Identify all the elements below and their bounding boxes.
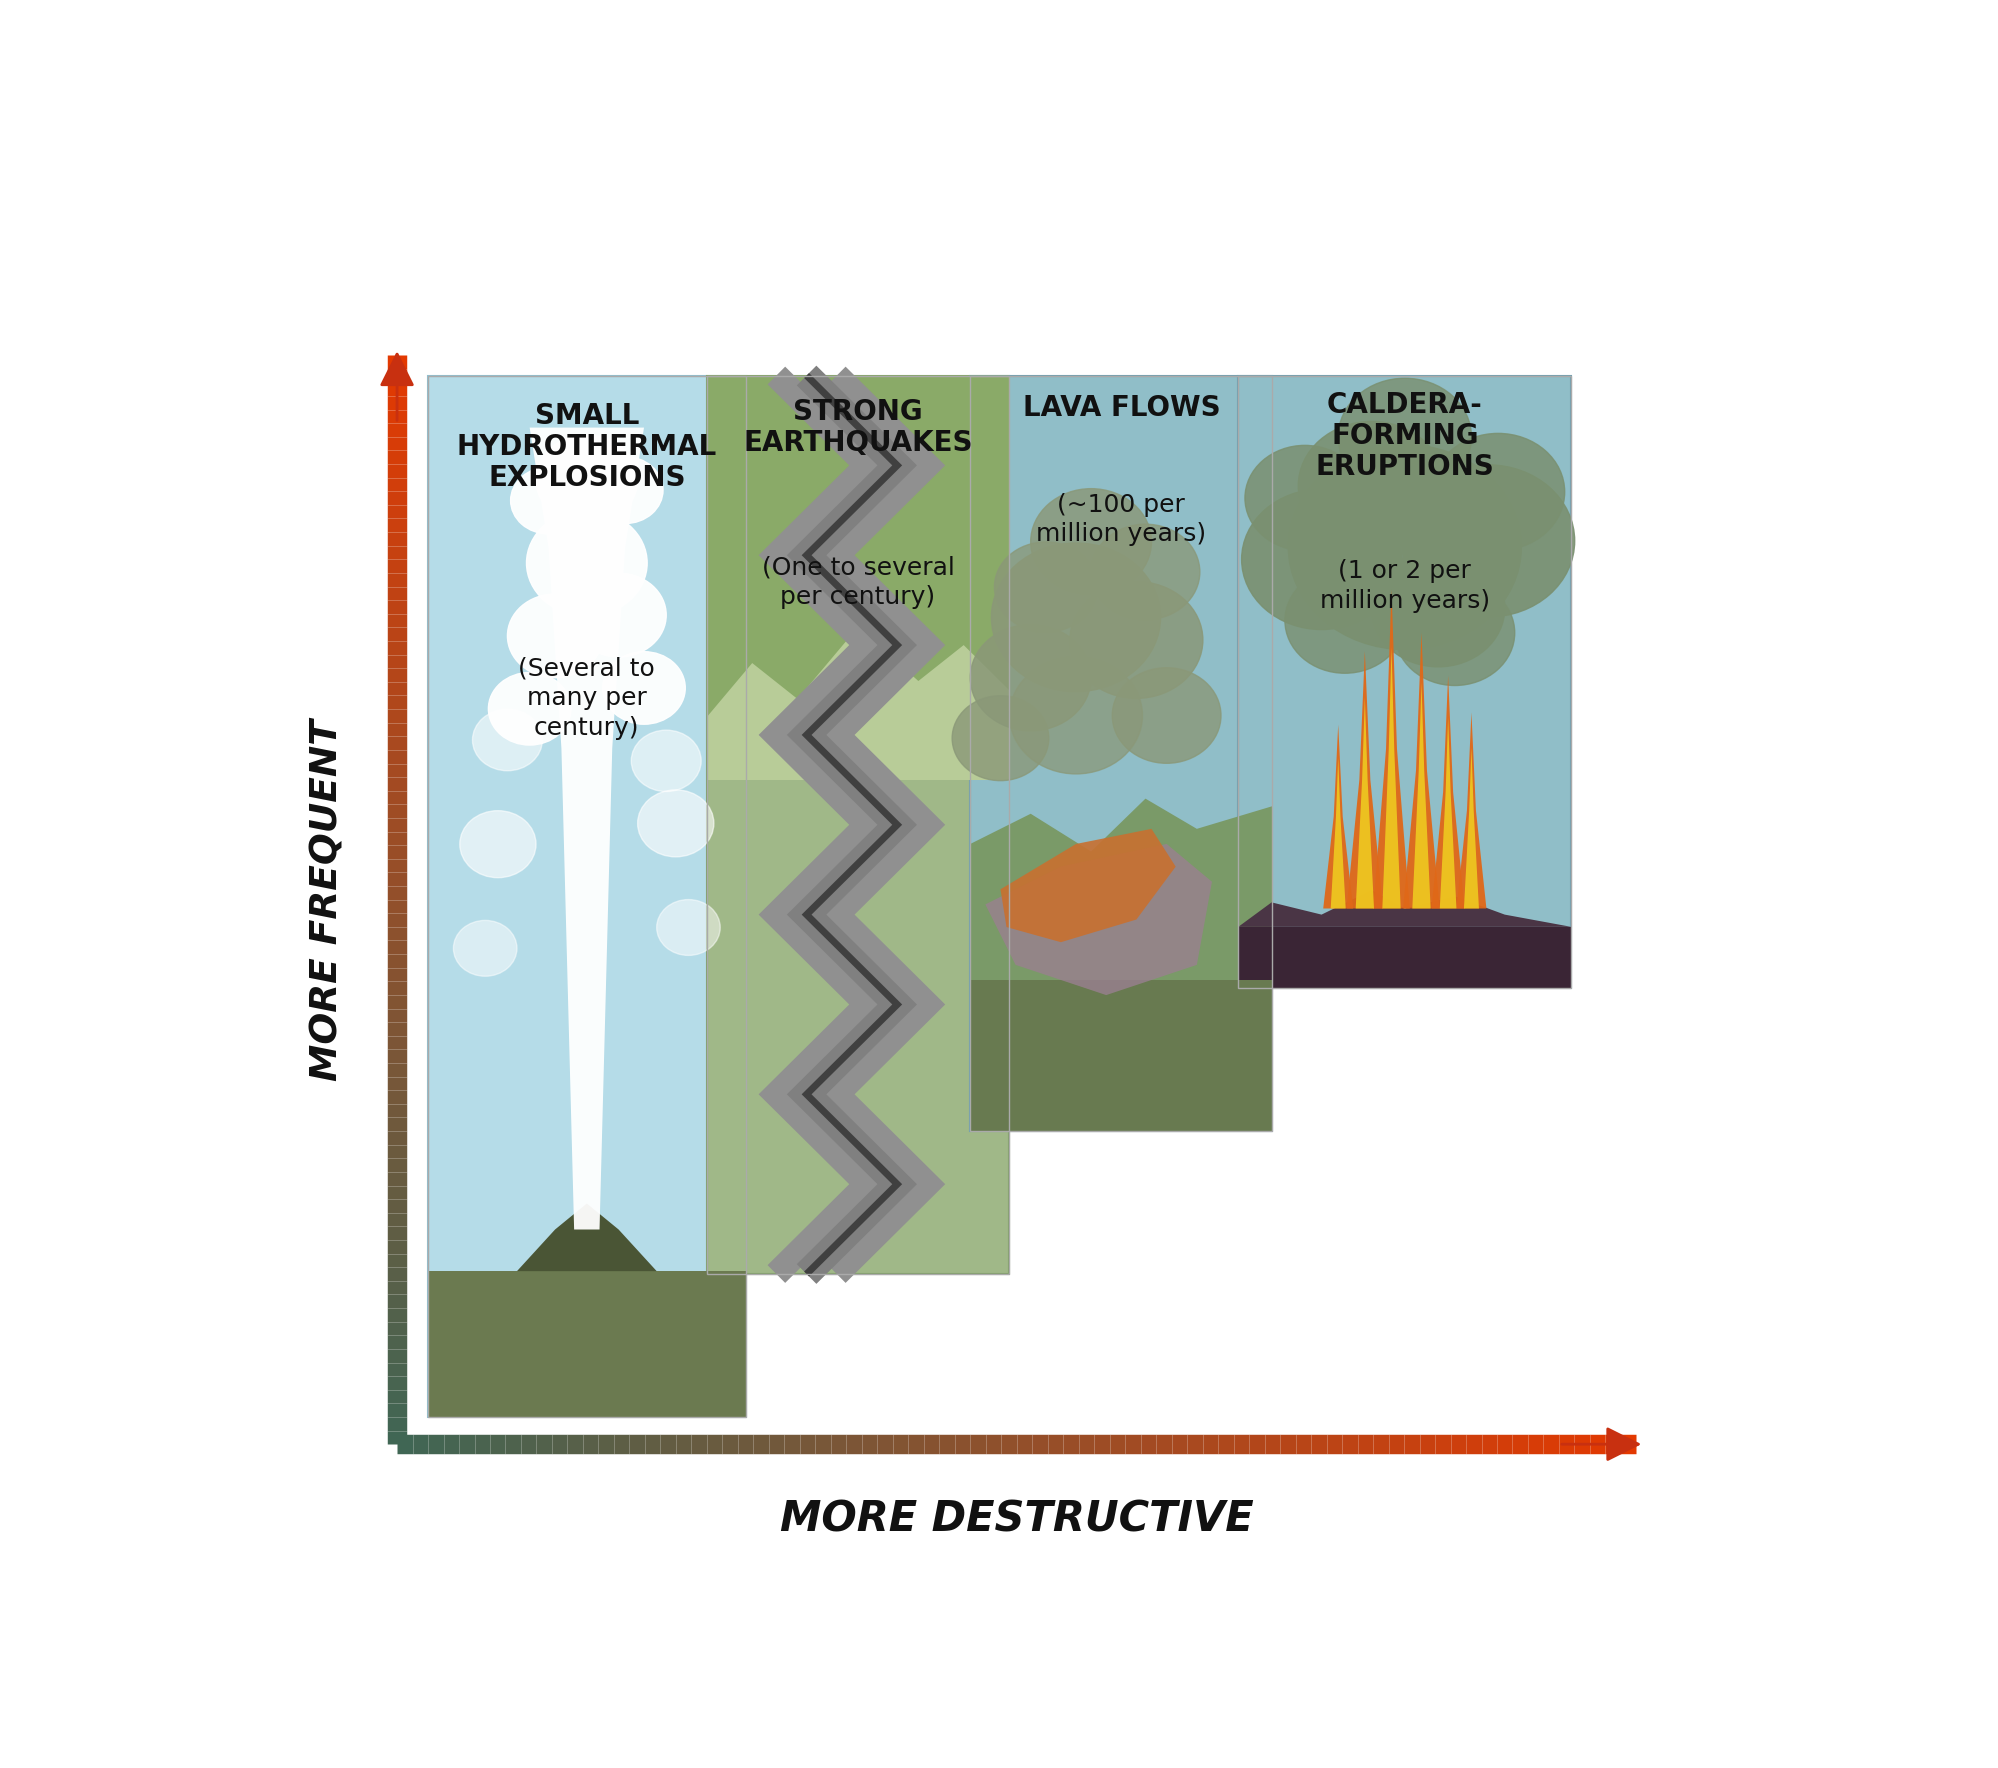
Circle shape	[969, 624, 1091, 730]
Bar	[707, 375, 1009, 1275]
Circle shape	[535, 435, 637, 525]
Bar	[969, 375, 1273, 1132]
Bar	[969, 375, 1273, 1132]
Text: STRONG
EARTHQUAKES: STRONG EARTHQUAKES	[743, 398, 973, 458]
Circle shape	[1009, 658, 1143, 774]
Text: (1 or 2 per
million years): (1 or 2 per million years)	[1319, 559, 1489, 613]
Bar	[428, 375, 745, 1416]
Circle shape	[509, 467, 587, 534]
Circle shape	[993, 543, 1097, 633]
Bar	[1237, 926, 1570, 988]
Circle shape	[1401, 465, 1574, 617]
Circle shape	[991, 543, 1161, 691]
Polygon shape	[999, 829, 1175, 942]
Circle shape	[951, 697, 1049, 781]
Text: MORE DESTRUCTIVE: MORE DESTRUCTIVE	[779, 1497, 1253, 1540]
Circle shape	[1287, 444, 1520, 649]
Polygon shape	[1383, 647, 1401, 909]
Circle shape	[1241, 490, 1401, 629]
Circle shape	[657, 900, 719, 955]
Circle shape	[460, 812, 535, 877]
Bar	[428, 1271, 745, 1416]
Polygon shape	[1355, 698, 1373, 909]
Circle shape	[603, 652, 685, 725]
Text: MORE FREQUENT: MORE FREQUENT	[310, 720, 346, 1080]
Circle shape	[1091, 523, 1199, 621]
Polygon shape	[1323, 725, 1353, 909]
Bar	[1237, 375, 1570, 988]
Polygon shape	[1403, 633, 1439, 909]
Circle shape	[507, 594, 603, 677]
Circle shape	[1245, 446, 1365, 550]
Bar	[1237, 375, 1570, 988]
Circle shape	[1337, 378, 1471, 495]
Text: SMALL
HYDROTHERMAL
EXPLOSIONS: SMALL HYDROTHERMAL EXPLOSIONS	[456, 401, 717, 492]
Polygon shape	[1237, 889, 1570, 926]
Polygon shape	[1431, 675, 1465, 909]
Polygon shape	[969, 799, 1273, 1132]
Text: CALDERA-
FORMING
ERUPTIONS: CALDERA- FORMING ERUPTIONS	[1315, 391, 1493, 481]
Bar	[428, 375, 745, 1416]
Circle shape	[631, 730, 701, 792]
Circle shape	[454, 921, 517, 976]
Circle shape	[488, 672, 571, 744]
Circle shape	[1031, 488, 1151, 594]
Polygon shape	[1331, 758, 1345, 909]
Polygon shape	[1463, 748, 1479, 909]
Bar	[969, 979, 1273, 1132]
Polygon shape	[1457, 713, 1487, 909]
Circle shape	[1371, 550, 1504, 667]
Circle shape	[1395, 580, 1514, 686]
Circle shape	[1297, 421, 1445, 550]
Bar	[707, 375, 1009, 1275]
Circle shape	[571, 573, 665, 658]
Circle shape	[587, 456, 663, 523]
Circle shape	[472, 709, 541, 771]
Text: (One to several
per century): (One to several per century)	[761, 555, 953, 608]
Polygon shape	[1347, 651, 1383, 909]
Circle shape	[637, 790, 713, 857]
Circle shape	[1285, 568, 1405, 674]
Polygon shape	[517, 1204, 657, 1271]
Polygon shape	[985, 843, 1211, 995]
Polygon shape	[1439, 718, 1457, 909]
Circle shape	[1069, 582, 1203, 698]
Circle shape	[1111, 668, 1221, 764]
Polygon shape	[1373, 591, 1409, 909]
Text: (Several to
many per
century): (Several to many per century)	[517, 656, 655, 741]
Bar	[707, 375, 1009, 780]
Circle shape	[525, 509, 647, 615]
Text: (~100 per
million years): (~100 per million years)	[1035, 493, 1205, 546]
Polygon shape	[529, 428, 643, 1229]
Circle shape	[1431, 433, 1564, 550]
Polygon shape	[1413, 682, 1431, 909]
Text: LAVA FLOWS: LAVA FLOWS	[1023, 394, 1219, 423]
Polygon shape	[707, 375, 1009, 718]
